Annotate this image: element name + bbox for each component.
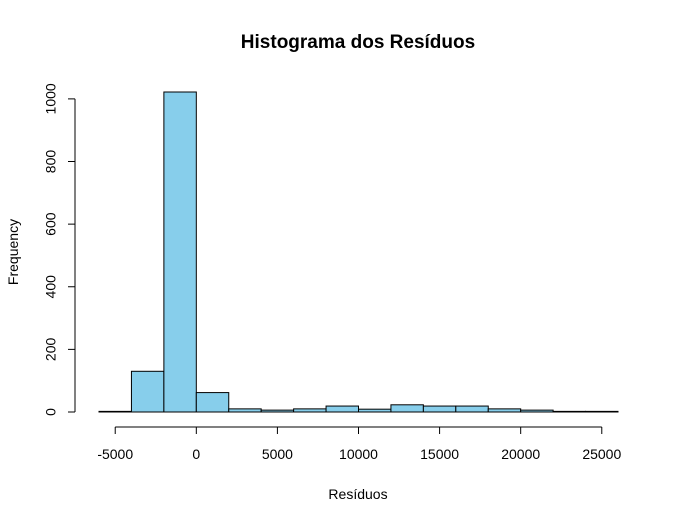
x-tick-label: 25000 xyxy=(582,446,621,462)
histogram-bar xyxy=(520,409,554,413)
y-axis-ticks: 0 200 400 600 800 1000 xyxy=(43,83,75,416)
x-axis-label: Resíduos xyxy=(328,486,387,502)
histogram-bar xyxy=(358,408,392,413)
histogram-bar xyxy=(130,370,165,413)
y-tick-label: 600 xyxy=(43,212,59,236)
histogram-bar xyxy=(585,410,619,413)
histogram-bar xyxy=(98,410,132,413)
histogram-bars xyxy=(98,91,619,413)
histogram-bar xyxy=(195,392,230,413)
x-tick-label: 5000 xyxy=(262,446,293,462)
histogram-bar xyxy=(325,405,359,413)
x-tick-label: 20000 xyxy=(501,446,540,462)
histogram-bar xyxy=(422,405,457,413)
histogram-bar xyxy=(390,404,424,413)
y-tick-label: 800 xyxy=(43,150,59,174)
histogram-bar xyxy=(260,409,295,413)
x-tick-label: -5000 xyxy=(97,446,133,462)
chart-title: Histograma dos Resíduos xyxy=(241,32,475,53)
histogram-bar xyxy=(455,405,489,413)
y-axis: 0 200 400 600 800 1000 xyxy=(43,83,76,416)
histogram-bar xyxy=(163,91,197,413)
y-axis-label: Frequency xyxy=(5,219,21,285)
histogram-bar xyxy=(487,408,522,413)
x-tick-label: 10000 xyxy=(339,446,378,462)
histogram-bar xyxy=(228,408,262,413)
y-tick-label: 0 xyxy=(43,408,59,416)
x-tick-label: 0 xyxy=(192,446,200,462)
histogram-bar xyxy=(293,408,327,413)
histogram-bar xyxy=(552,410,587,413)
y-tick-label: 1000 xyxy=(43,83,59,114)
x-tick-label: 15000 xyxy=(420,446,459,462)
x-axis-ticks: -5000 0 5000 10000 15000 20000 25000 xyxy=(97,427,621,462)
x-axis: -5000 0 5000 10000 15000 20000 25000 xyxy=(97,426,621,462)
y-tick-label: 200 xyxy=(43,337,59,361)
y-tick-label: 400 xyxy=(43,275,59,299)
